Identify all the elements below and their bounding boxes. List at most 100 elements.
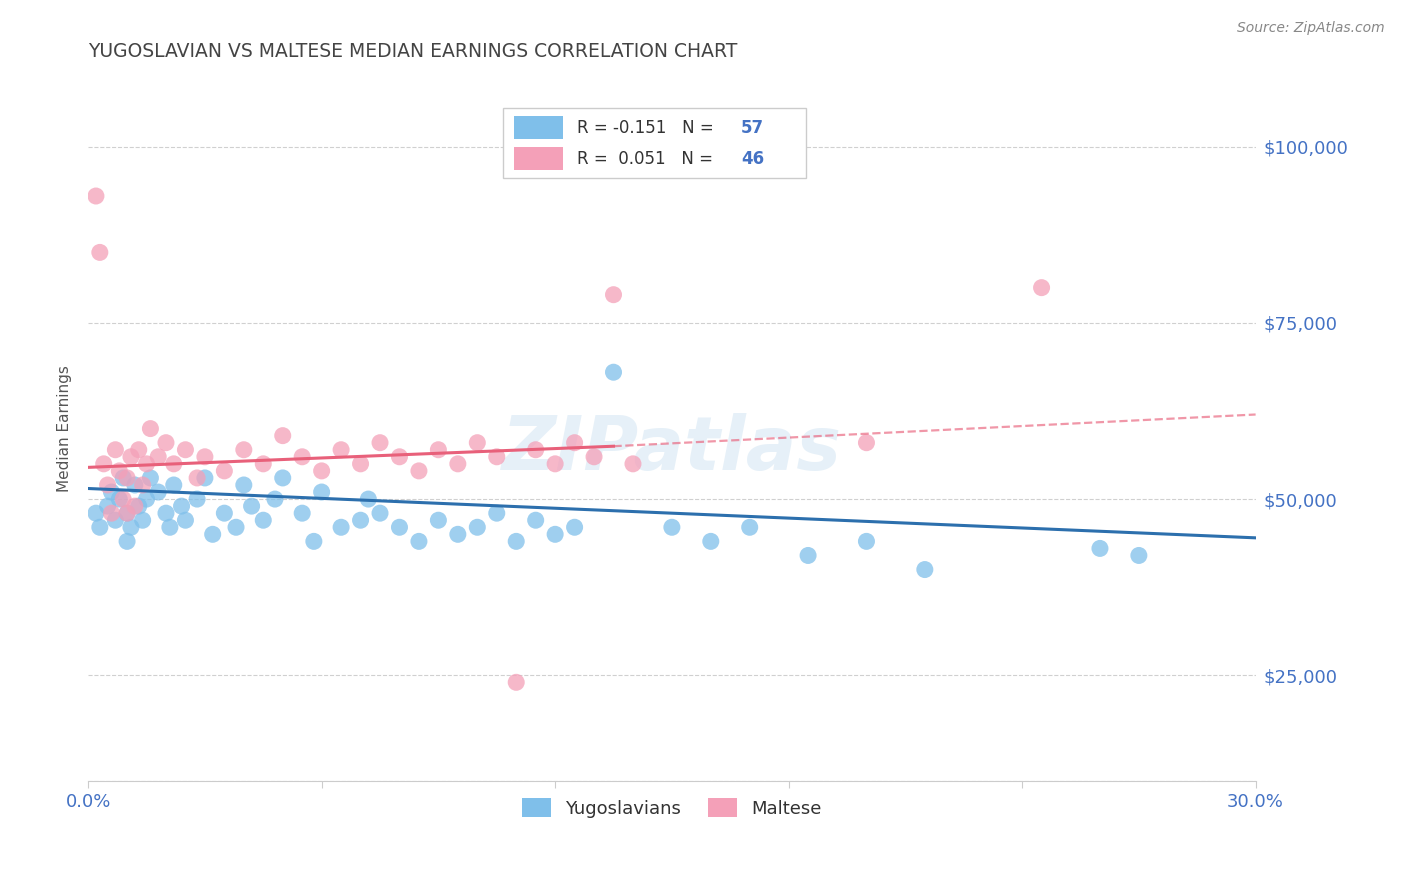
Point bbox=[112, 492, 135, 507]
Point bbox=[174, 442, 197, 457]
Text: YUGOSLAVIAN VS MALTESE MEDIAN EARNINGS CORRELATION CHART: YUGOSLAVIAN VS MALTESE MEDIAN EARNINGS C… bbox=[89, 42, 738, 61]
Point bbox=[139, 421, 162, 435]
Point bbox=[120, 450, 142, 464]
Point bbox=[252, 457, 274, 471]
Point bbox=[252, 513, 274, 527]
FancyBboxPatch shape bbox=[515, 116, 564, 139]
Point bbox=[661, 520, 683, 534]
Text: Source: ZipAtlas.com: Source: ZipAtlas.com bbox=[1237, 21, 1385, 35]
Point bbox=[100, 506, 122, 520]
Point bbox=[128, 442, 150, 457]
Point bbox=[388, 450, 411, 464]
Point bbox=[148, 485, 170, 500]
Point bbox=[465, 520, 488, 534]
Point bbox=[84, 506, 107, 520]
Point bbox=[104, 513, 127, 527]
Point bbox=[485, 450, 508, 464]
Point bbox=[112, 471, 135, 485]
Point bbox=[271, 428, 294, 442]
Point bbox=[427, 513, 450, 527]
Point bbox=[291, 450, 314, 464]
Point bbox=[1128, 549, 1150, 563]
Point bbox=[194, 471, 217, 485]
Point bbox=[505, 534, 527, 549]
Point bbox=[447, 457, 470, 471]
Point bbox=[855, 534, 877, 549]
Point bbox=[186, 492, 208, 507]
Text: ZIPatlas: ZIPatlas bbox=[502, 413, 842, 486]
Point bbox=[368, 435, 391, 450]
Point bbox=[524, 442, 547, 457]
Point bbox=[128, 499, 150, 513]
Point bbox=[108, 492, 131, 507]
Point bbox=[271, 471, 294, 485]
Point bbox=[291, 506, 314, 520]
Point bbox=[148, 450, 170, 464]
Text: R = -0.151   N =: R = -0.151 N = bbox=[578, 119, 720, 136]
Point bbox=[797, 549, 820, 563]
Point bbox=[115, 534, 138, 549]
Point bbox=[700, 534, 723, 549]
Text: R =  0.051   N =: R = 0.051 N = bbox=[578, 150, 718, 168]
Point bbox=[131, 513, 153, 527]
Point bbox=[131, 478, 153, 492]
Point bbox=[564, 435, 586, 450]
Point bbox=[89, 520, 111, 534]
Legend: Yugoslavians, Maltese: Yugoslavians, Maltese bbox=[515, 790, 830, 825]
Point bbox=[544, 457, 567, 471]
Point bbox=[621, 457, 644, 471]
Point bbox=[135, 492, 157, 507]
Point bbox=[465, 435, 488, 450]
Point bbox=[93, 457, 115, 471]
Point bbox=[1088, 541, 1111, 556]
Point bbox=[311, 485, 333, 500]
Point bbox=[155, 435, 177, 450]
Point bbox=[100, 485, 122, 500]
Point bbox=[408, 464, 430, 478]
Point bbox=[155, 506, 177, 520]
Point bbox=[115, 471, 138, 485]
Point bbox=[447, 527, 470, 541]
Y-axis label: Median Earnings: Median Earnings bbox=[58, 365, 72, 492]
Point bbox=[194, 450, 217, 464]
Text: 57: 57 bbox=[741, 119, 763, 136]
Point bbox=[264, 492, 287, 507]
Point bbox=[135, 457, 157, 471]
Point bbox=[914, 563, 936, 577]
Point bbox=[104, 442, 127, 457]
Point bbox=[232, 442, 254, 457]
Point bbox=[564, 520, 586, 534]
Point bbox=[240, 499, 263, 513]
Point bbox=[485, 506, 508, 520]
Point bbox=[368, 506, 391, 520]
FancyBboxPatch shape bbox=[515, 147, 564, 170]
Point bbox=[89, 245, 111, 260]
Point bbox=[124, 499, 146, 513]
FancyBboxPatch shape bbox=[502, 108, 806, 178]
Point bbox=[84, 189, 107, 203]
Point bbox=[124, 478, 146, 492]
Point bbox=[120, 520, 142, 534]
Point bbox=[330, 442, 353, 457]
Point bbox=[602, 287, 624, 301]
Point bbox=[388, 520, 411, 534]
Point bbox=[115, 506, 138, 520]
Point bbox=[214, 464, 236, 478]
Point bbox=[408, 534, 430, 549]
Point bbox=[311, 464, 333, 478]
Point bbox=[225, 520, 247, 534]
Point bbox=[174, 513, 197, 527]
Point bbox=[505, 675, 527, 690]
Point bbox=[232, 478, 254, 492]
Point bbox=[186, 471, 208, 485]
Point bbox=[544, 527, 567, 541]
Point bbox=[115, 506, 138, 520]
Point bbox=[583, 450, 606, 464]
Point bbox=[302, 534, 325, 549]
Point bbox=[139, 471, 162, 485]
Point bbox=[163, 457, 186, 471]
Point bbox=[349, 457, 371, 471]
Point bbox=[163, 478, 186, 492]
Point bbox=[738, 520, 761, 534]
Point bbox=[330, 520, 353, 534]
